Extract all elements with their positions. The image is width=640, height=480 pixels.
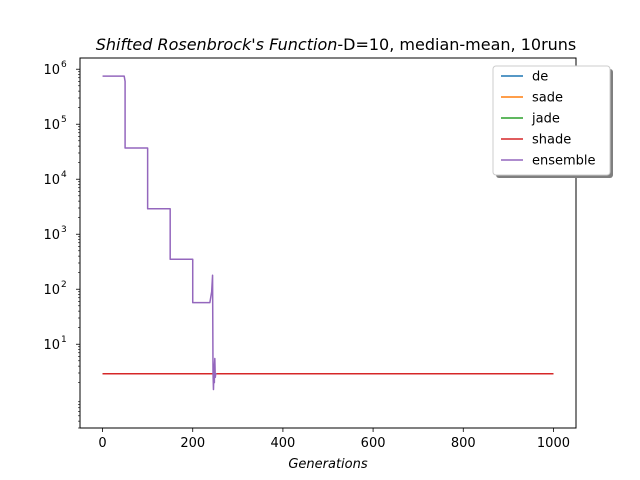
x-tick-label: 1000 xyxy=(537,436,570,451)
legend-label-de: de xyxy=(532,70,548,85)
x-tick-label: 600 xyxy=(361,436,386,451)
legend-label-shade: shade xyxy=(532,133,571,148)
legend: de sade jade shade ensemble xyxy=(492,65,613,178)
legend-label-ensemble: ensemble xyxy=(532,154,596,169)
x-tick-label: 400 xyxy=(270,436,295,451)
y-tick-exponent: 6 xyxy=(61,60,67,70)
y-tick-exponent: 4 xyxy=(61,170,67,180)
series-line-ensemble xyxy=(102,75,217,391)
chart-title: Shifted Rosenbrock's Function-D=10, medi… xyxy=(96,35,577,54)
y-tick-label: 10 xyxy=(43,118,60,133)
y-tick-exponent: 3 xyxy=(61,225,67,235)
plot-area xyxy=(102,75,554,391)
x-tick-label: 0 xyxy=(98,436,106,451)
chart-title-rest: -D=10, median-mean, 10runs xyxy=(337,35,576,54)
y-tick-label: 10 xyxy=(43,338,60,353)
y-tick-exponent: 2 xyxy=(61,280,67,290)
x-axis-label: Generations xyxy=(288,457,368,472)
y-tick-label: 10 xyxy=(43,63,60,78)
x-tick-label: 800 xyxy=(451,436,476,451)
legend-label-jade: jade xyxy=(531,112,560,127)
y-tick-label: 10 xyxy=(43,173,60,188)
y-tick-label: 10 xyxy=(43,228,60,243)
y-tick-exponent: 5 xyxy=(61,115,67,125)
chart-title-italic: Shifted Rosenbrock's Function xyxy=(96,35,338,54)
y-tick-exponent: 1 xyxy=(61,335,67,345)
y-tick-label: 10 xyxy=(43,283,60,298)
x-tick-label: 200 xyxy=(180,436,205,451)
legend-label-sade: sade xyxy=(532,91,563,106)
legend-box xyxy=(492,65,611,176)
x-axis: 0 200 400 600 800 1000 xyxy=(98,428,570,451)
